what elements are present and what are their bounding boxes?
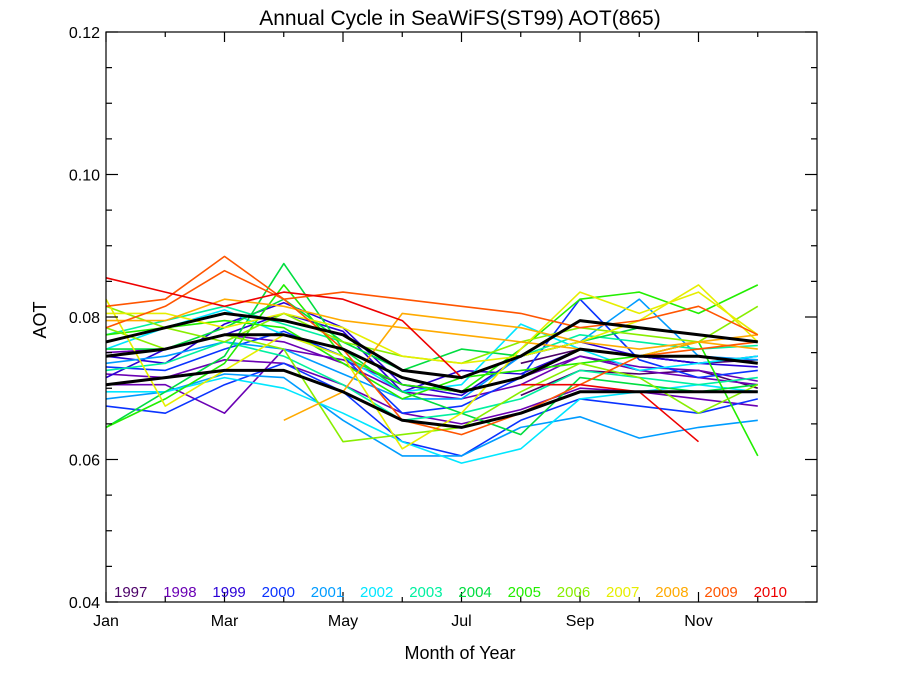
- series-line-2010: [520, 383, 700, 443]
- series-line-2007: [106, 284, 759, 365]
- series-line-2009: [105, 255, 759, 336]
- y-tick-label: 0.12: [69, 25, 100, 42]
- legend-entry-2005: 2005: [508, 584, 541, 601]
- series-line-2000: [105, 298, 758, 415]
- series-line-2004: [105, 262, 758, 436]
- legend-entry-2007: 2007: [606, 584, 639, 601]
- y-tick-label: 0.08: [69, 310, 100, 327]
- x-axis-label: Month of Year: [404, 643, 515, 663]
- legend-entry-2009: 2009: [704, 584, 737, 601]
- series-line-2008: [283, 312, 758, 422]
- legend-entry-1997: 1997: [114, 584, 147, 601]
- series-line-2000: [105, 362, 758, 457]
- y-tick-label: 0.04: [69, 595, 100, 612]
- series-line-2010: [105, 277, 463, 379]
- legend-entry-2000: 2000: [262, 584, 295, 601]
- legend-entry-2004: 2004: [458, 584, 491, 601]
- x-tick-label: Nov: [684, 613, 712, 630]
- axes: Jan Mar May Jul Sep Nov 0.04 0.06 0.08 0.10 0.12: [69, 25, 818, 630]
- legend-entry-1998: 1998: [163, 584, 196, 601]
- mean-series-line: [105, 333, 758, 394]
- x-tick-label: Jul: [451, 613, 471, 630]
- series-line-2001: [105, 298, 758, 400]
- mean-series-line: [105, 311, 758, 380]
- series-line-2003: [105, 341, 758, 422]
- series-line-2008: [106, 298, 758, 358]
- series-line-2007: [105, 291, 759, 450]
- series-layer: [105, 255, 759, 464]
- x-tick-label: Jan: [93, 613, 119, 630]
- legend-entry-2010: 2010: [754, 584, 787, 601]
- x-tick-label: Sep: [566, 613, 595, 630]
- legend: 1997 1998 1999 2000 2001 2002 2003 2004 2005 2006…: [114, 584, 787, 601]
- x-tick-label: Mar: [211, 613, 239, 630]
- legend-entry-2002: 2002: [360, 584, 393, 601]
- x-tick-label: May: [328, 613, 358, 630]
- chart-title: Annual Cycle in SeaWiFS(ST99) AOT(865): [259, 7, 660, 30]
- series-line-1997: [520, 369, 759, 397]
- legend-entry-1999: 1999: [212, 584, 245, 601]
- y-tick-label: 0.06: [69, 453, 100, 470]
- legend-entry-2003: 2003: [409, 584, 442, 601]
- series-line-2001: [105, 373, 758, 457]
- legend-entry-2001: 2001: [311, 584, 344, 601]
- mean-series-line: [105, 368, 758, 429]
- y-tick-label: 0.10: [69, 168, 100, 185]
- legend-entry-2006: 2006: [557, 584, 590, 601]
- y-axis-label: AOT: [30, 301, 50, 338]
- legend-entry-2008: 2008: [655, 584, 688, 601]
